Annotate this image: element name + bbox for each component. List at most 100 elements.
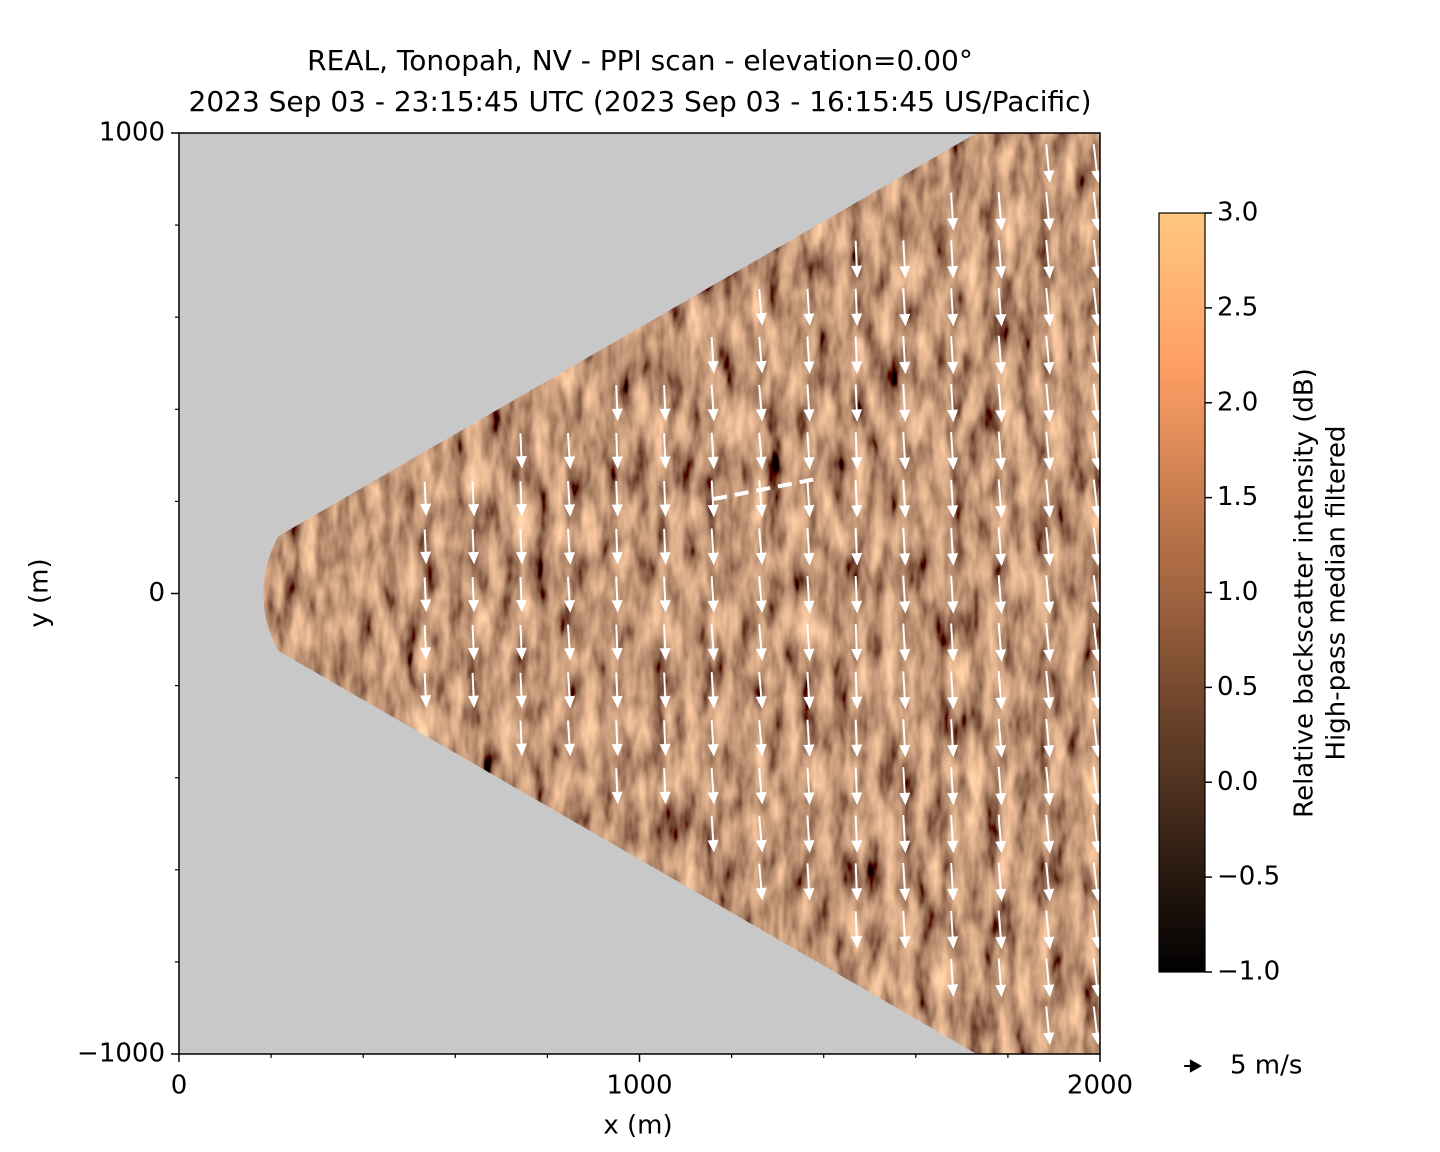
wind-arrow: [995, 718, 1007, 758]
wind-arrow: [803, 384, 815, 422]
wind-arrow: [947, 815, 959, 854]
wind-arrow: [995, 479, 1007, 519]
wind-arrow: [659, 672, 671, 709]
wind-arrow: [1043, 1006, 1055, 1046]
wind-arrow: [1043, 479, 1055, 519]
wind-arrow: [851, 863, 863, 901]
wind-arrow: [899, 336, 911, 375]
wind-arrow: [803, 767, 815, 806]
wind-arrow: [995, 192, 1007, 232]
wind-arrow: [995, 766, 1007, 806]
wind-arrow: [563, 720, 575, 757]
wind-arrow: [995, 958, 1007, 998]
wind-arrow: [707, 672, 719, 709]
wind-arrow: [947, 431, 959, 471]
colorbar-tick-label: 1.0: [1217, 577, 1258, 607]
wind-arrow: [851, 911, 863, 949]
wind-arrow: [947, 527, 959, 566]
wind-arrow: [707, 336, 719, 374]
wind-arrow: [755, 528, 767, 566]
wind-arrow: [995, 623, 1007, 663]
wind-arrow: [947, 192, 959, 231]
wind-arrow: [515, 720, 527, 757]
wind-arrow: [995, 335, 1007, 375]
wind-arrow: [755, 815, 767, 853]
wind-arrow: [851, 432, 863, 470]
wind-arrow: [995, 862, 1007, 902]
wind-arrow: [995, 239, 1007, 279]
wind-arrow: [1043, 766, 1055, 806]
wind-arrow: [467, 481, 480, 517]
wind-arrow: [1043, 814, 1055, 854]
wind-arrow: [899, 479, 911, 519]
wind-arrow: [659, 480, 671, 517]
wind-arrow: [563, 528, 575, 565]
wind-arrow: [851, 767, 863, 806]
wind-arrow: [515, 577, 527, 613]
wind-arrow: [707, 815, 719, 853]
colorbar-tick-label: 1.5: [1217, 482, 1258, 512]
wind-arrow: [563, 576, 575, 613]
wind-arrow: [947, 719, 959, 758]
wind-arrow: [467, 529, 480, 565]
wind-arrow: [851, 575, 863, 614]
wind-arrow: [755, 719, 767, 757]
wind-arrow: [515, 672, 527, 709]
wind-arrow: [995, 814, 1007, 854]
wind-arrow: [803, 815, 815, 853]
wind-arrow: [1043, 862, 1055, 902]
wind-arrow: [659, 768, 671, 805]
wind-arrow: [947, 479, 959, 519]
wind-arrow: [1043, 718, 1055, 758]
colorbar-label: High-pass median filtered: [1322, 425, 1352, 760]
wind-arrow: [899, 240, 911, 279]
wind-arrow: [755, 863, 767, 901]
wind-arrow: [420, 529, 432, 565]
colorbar-tick-label: 3.0: [1217, 198, 1258, 228]
wind-arrow: [947, 575, 959, 614]
colorbar-tick-label: 0.0: [1217, 767, 1258, 797]
colorbar-tick-label: −0.5: [1217, 862, 1280, 892]
wind-arrow: [899, 767, 911, 806]
wind-arrow: [563, 432, 575, 470]
colorbar: [1158, 212, 1206, 973]
wind-arrow: [995, 383, 1007, 423]
wind-arrow: [947, 958, 959, 997]
wind-arrow: [420, 577, 432, 613]
wind-arrow: [707, 767, 719, 805]
wind-arrow: [1043, 910, 1055, 950]
wind-arrow: [707, 719, 719, 757]
wind-arrow: [803, 671, 815, 710]
wind-arrow: [851, 288, 863, 327]
wind-arrow: [947, 862, 959, 902]
wind-arrow: [420, 625, 432, 660]
wind-arrow: [899, 862, 911, 902]
wind-arrow: [899, 671, 911, 710]
chart-subtitle: 2023 Sep 03 - 23:15:45 UTC (2023 Sep 03 …: [189, 85, 1092, 118]
wind-arrow: [899, 623, 911, 662]
wind-arrow: [420, 673, 432, 708]
y-tick-label: 1000: [99, 118, 165, 148]
wind-arrow: [707, 624, 719, 661]
wind-arrow: [851, 623, 863, 662]
wind-arrow: [899, 527, 911, 566]
y-axis-label: y (m): [25, 558, 55, 627]
wind-arrow: [995, 287, 1007, 327]
wind-arrow: [563, 672, 575, 709]
wind-arrow: [707, 528, 719, 566]
x-tick-label: 1000: [606, 1071, 672, 1101]
wind-arrow: [803, 480, 815, 518]
wind-arrow: [851, 671, 863, 710]
wind-arrow: [899, 910, 911, 950]
wind-arrow: [899, 384, 911, 423]
wind-arrow: [707, 384, 719, 422]
wind-arrow: [611, 720, 623, 757]
wind-arrow: [803, 719, 815, 758]
wind-arrow: [803, 288, 815, 327]
wind-arrow: [1043, 958, 1055, 998]
wind-arrow: [851, 815, 863, 853]
wind-arrow: [659, 385, 671, 422]
wind-arrow: [1043, 575, 1055, 615]
wind-arrow: [611, 576, 623, 613]
wind-arrow: [755, 767, 767, 805]
